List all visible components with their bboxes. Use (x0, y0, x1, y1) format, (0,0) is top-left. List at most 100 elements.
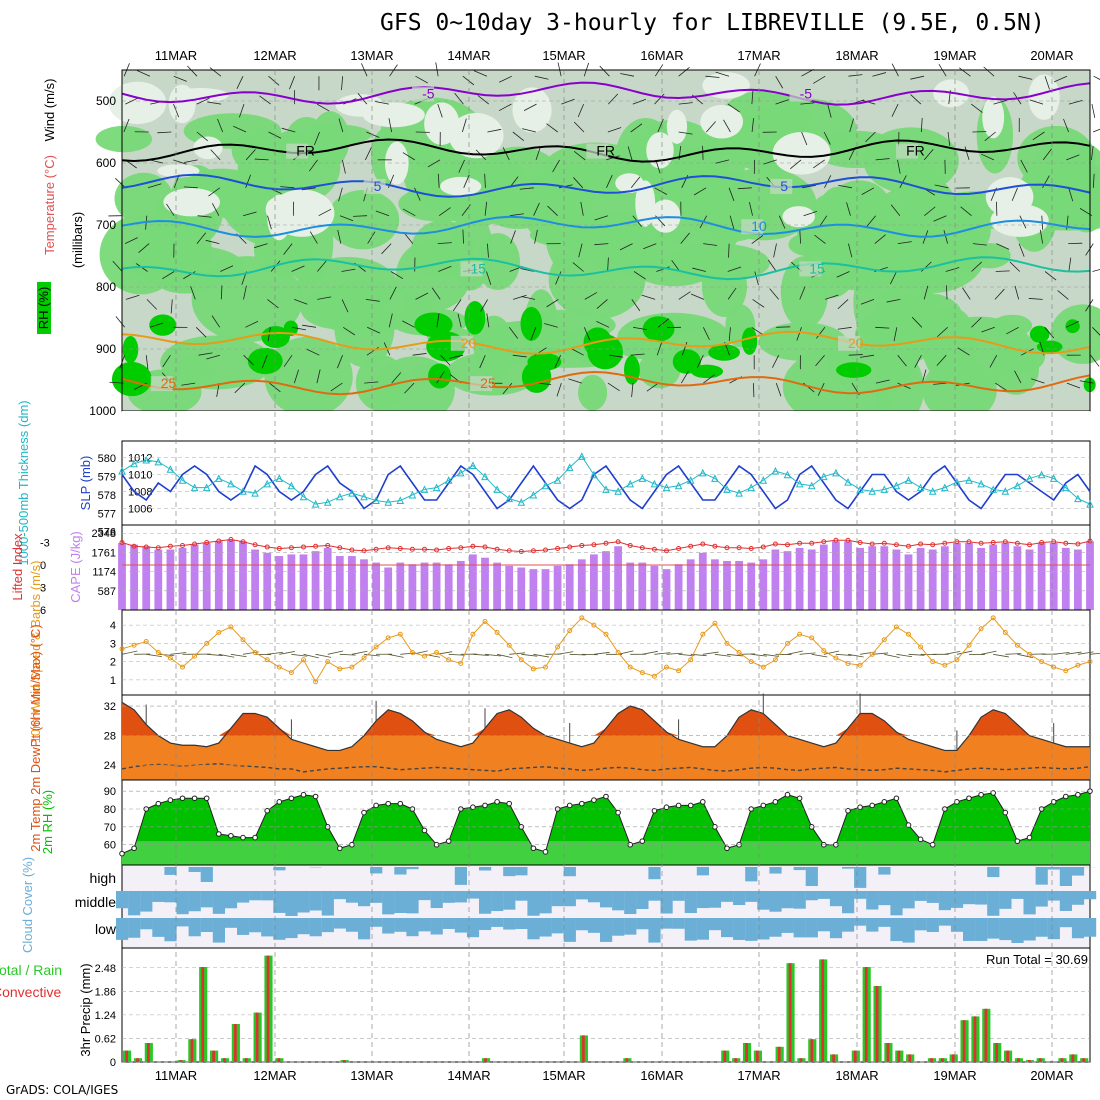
thickness-marker (130, 459, 138, 468)
wind-barb (751, 235, 764, 244)
wind-barb (561, 98, 575, 105)
wind-barb (1092, 173, 1095, 188)
cape-bar (747, 562, 756, 610)
cape-bar (553, 565, 562, 610)
lifted-index-marker (446, 546, 452, 551)
cloud-cell (842, 918, 855, 932)
thickness-marker (239, 487, 247, 495)
wind-barb (294, 299, 308, 305)
li-tick-label: 6 (40, 605, 46, 617)
convective-bar (832, 1054, 835, 1062)
wind-barb (146, 299, 158, 310)
wind-barb (479, 355, 486, 369)
rh-marker (639, 838, 646, 844)
thickness-marker (263, 479, 272, 488)
cloud-cell (515, 867, 528, 876)
isotherm-label-bg (896, 143, 919, 159)
cape-bar (977, 547, 985, 610)
rh-blob (231, 128, 288, 173)
rh-blob (134, 224, 204, 264)
cloud-cell (817, 918, 830, 932)
wind-barb (607, 257, 609, 272)
cape-bar (251, 549, 259, 610)
wind-barb (1091, 145, 1094, 160)
lifted-index-marker (252, 542, 258, 548)
isotherm-label: FR (596, 143, 615, 159)
cloud-cell (926, 918, 939, 932)
wind-barb (512, 131, 525, 141)
wind-barb (254, 243, 268, 249)
thickness-marker (372, 496, 380, 504)
wind-speed-marker (1002, 629, 1008, 635)
wind-barb (681, 370, 689, 384)
wind-barb (837, 299, 849, 310)
cloud-cell (188, 891, 201, 912)
wind-barb (234, 382, 246, 394)
li-tick-label: 0 (40, 560, 46, 572)
cape-bar (614, 546, 622, 610)
wind-barb (910, 75, 925, 80)
convective-bar (190, 1039, 194, 1062)
time-label-bottom: 14MAR (447, 1068, 490, 1083)
thickness-marker (650, 479, 659, 488)
cloud-cell (394, 867, 407, 875)
rh-marker (252, 834, 258, 841)
wind-barb (487, 128, 502, 133)
wind-barb (166, 203, 175, 216)
rh-area (122, 791, 1090, 865)
wind-barb (338, 187, 343, 202)
surface-wind-barb (1065, 651, 1082, 655)
rh-blob (875, 352, 925, 425)
cloud-cell (878, 918, 891, 927)
convective-bar (810, 1039, 814, 1062)
rh-marker (228, 832, 234, 839)
surface-wind-barb (787, 650, 803, 655)
cloud-cell (781, 891, 794, 909)
wind-barb (1039, 229, 1044, 244)
thickness-series-line (121, 455, 1091, 505)
wind-speed-marker (434, 650, 440, 655)
isotherm-line (121, 215, 1091, 238)
lifted-index-marker (422, 546, 427, 552)
cloud-cell (394, 918, 407, 932)
wind-barb (365, 147, 372, 161)
cloud-cell (902, 891, 915, 909)
cape-bar (1025, 549, 1034, 610)
cape-tick-label: 2348 (92, 528, 116, 540)
cape-bar (686, 559, 695, 610)
lifted-index-marker (1014, 540, 1020, 546)
cape-bar (517, 567, 526, 610)
wind-barb (341, 299, 349, 313)
wind-barb (436, 313, 440, 328)
wind-barb (552, 159, 560, 173)
convective-bar (973, 1016, 977, 1062)
wind-barb (573, 121, 585, 133)
wind-barb (437, 103, 443, 118)
convective-bar (125, 1050, 128, 1062)
thickness-marker (735, 488, 743, 497)
pressure-axis-label: (millibars) (70, 212, 85, 268)
thickness-marker (166, 465, 175, 473)
convective-bar (777, 1046, 781, 1062)
wind-barb (799, 286, 806, 300)
wind-barb (1090, 354, 1100, 367)
thickness-marker (384, 498, 393, 506)
wind-speed-marker (1087, 659, 1093, 665)
rh-marker (421, 827, 428, 834)
cape-bar (348, 556, 356, 610)
cape-bar (1061, 547, 1070, 610)
cloud-cell (188, 867, 201, 872)
wind-barb (1019, 215, 1027, 229)
cloud-cell (442, 891, 455, 903)
cape-bar (384, 567, 393, 610)
time-label-top: 18MAR (835, 48, 878, 63)
cape-bar (565, 564, 574, 610)
cloud-cell (624, 891, 637, 915)
time-label-bottom: 20MAR (1030, 1068, 1073, 1083)
surface-wind-barb (666, 652, 683, 655)
time-label-bottom: 16MAR (640, 1068, 683, 1083)
cloud-cell (999, 891, 1012, 909)
wind-barb (994, 288, 1005, 300)
cloud-cell (926, 891, 939, 903)
